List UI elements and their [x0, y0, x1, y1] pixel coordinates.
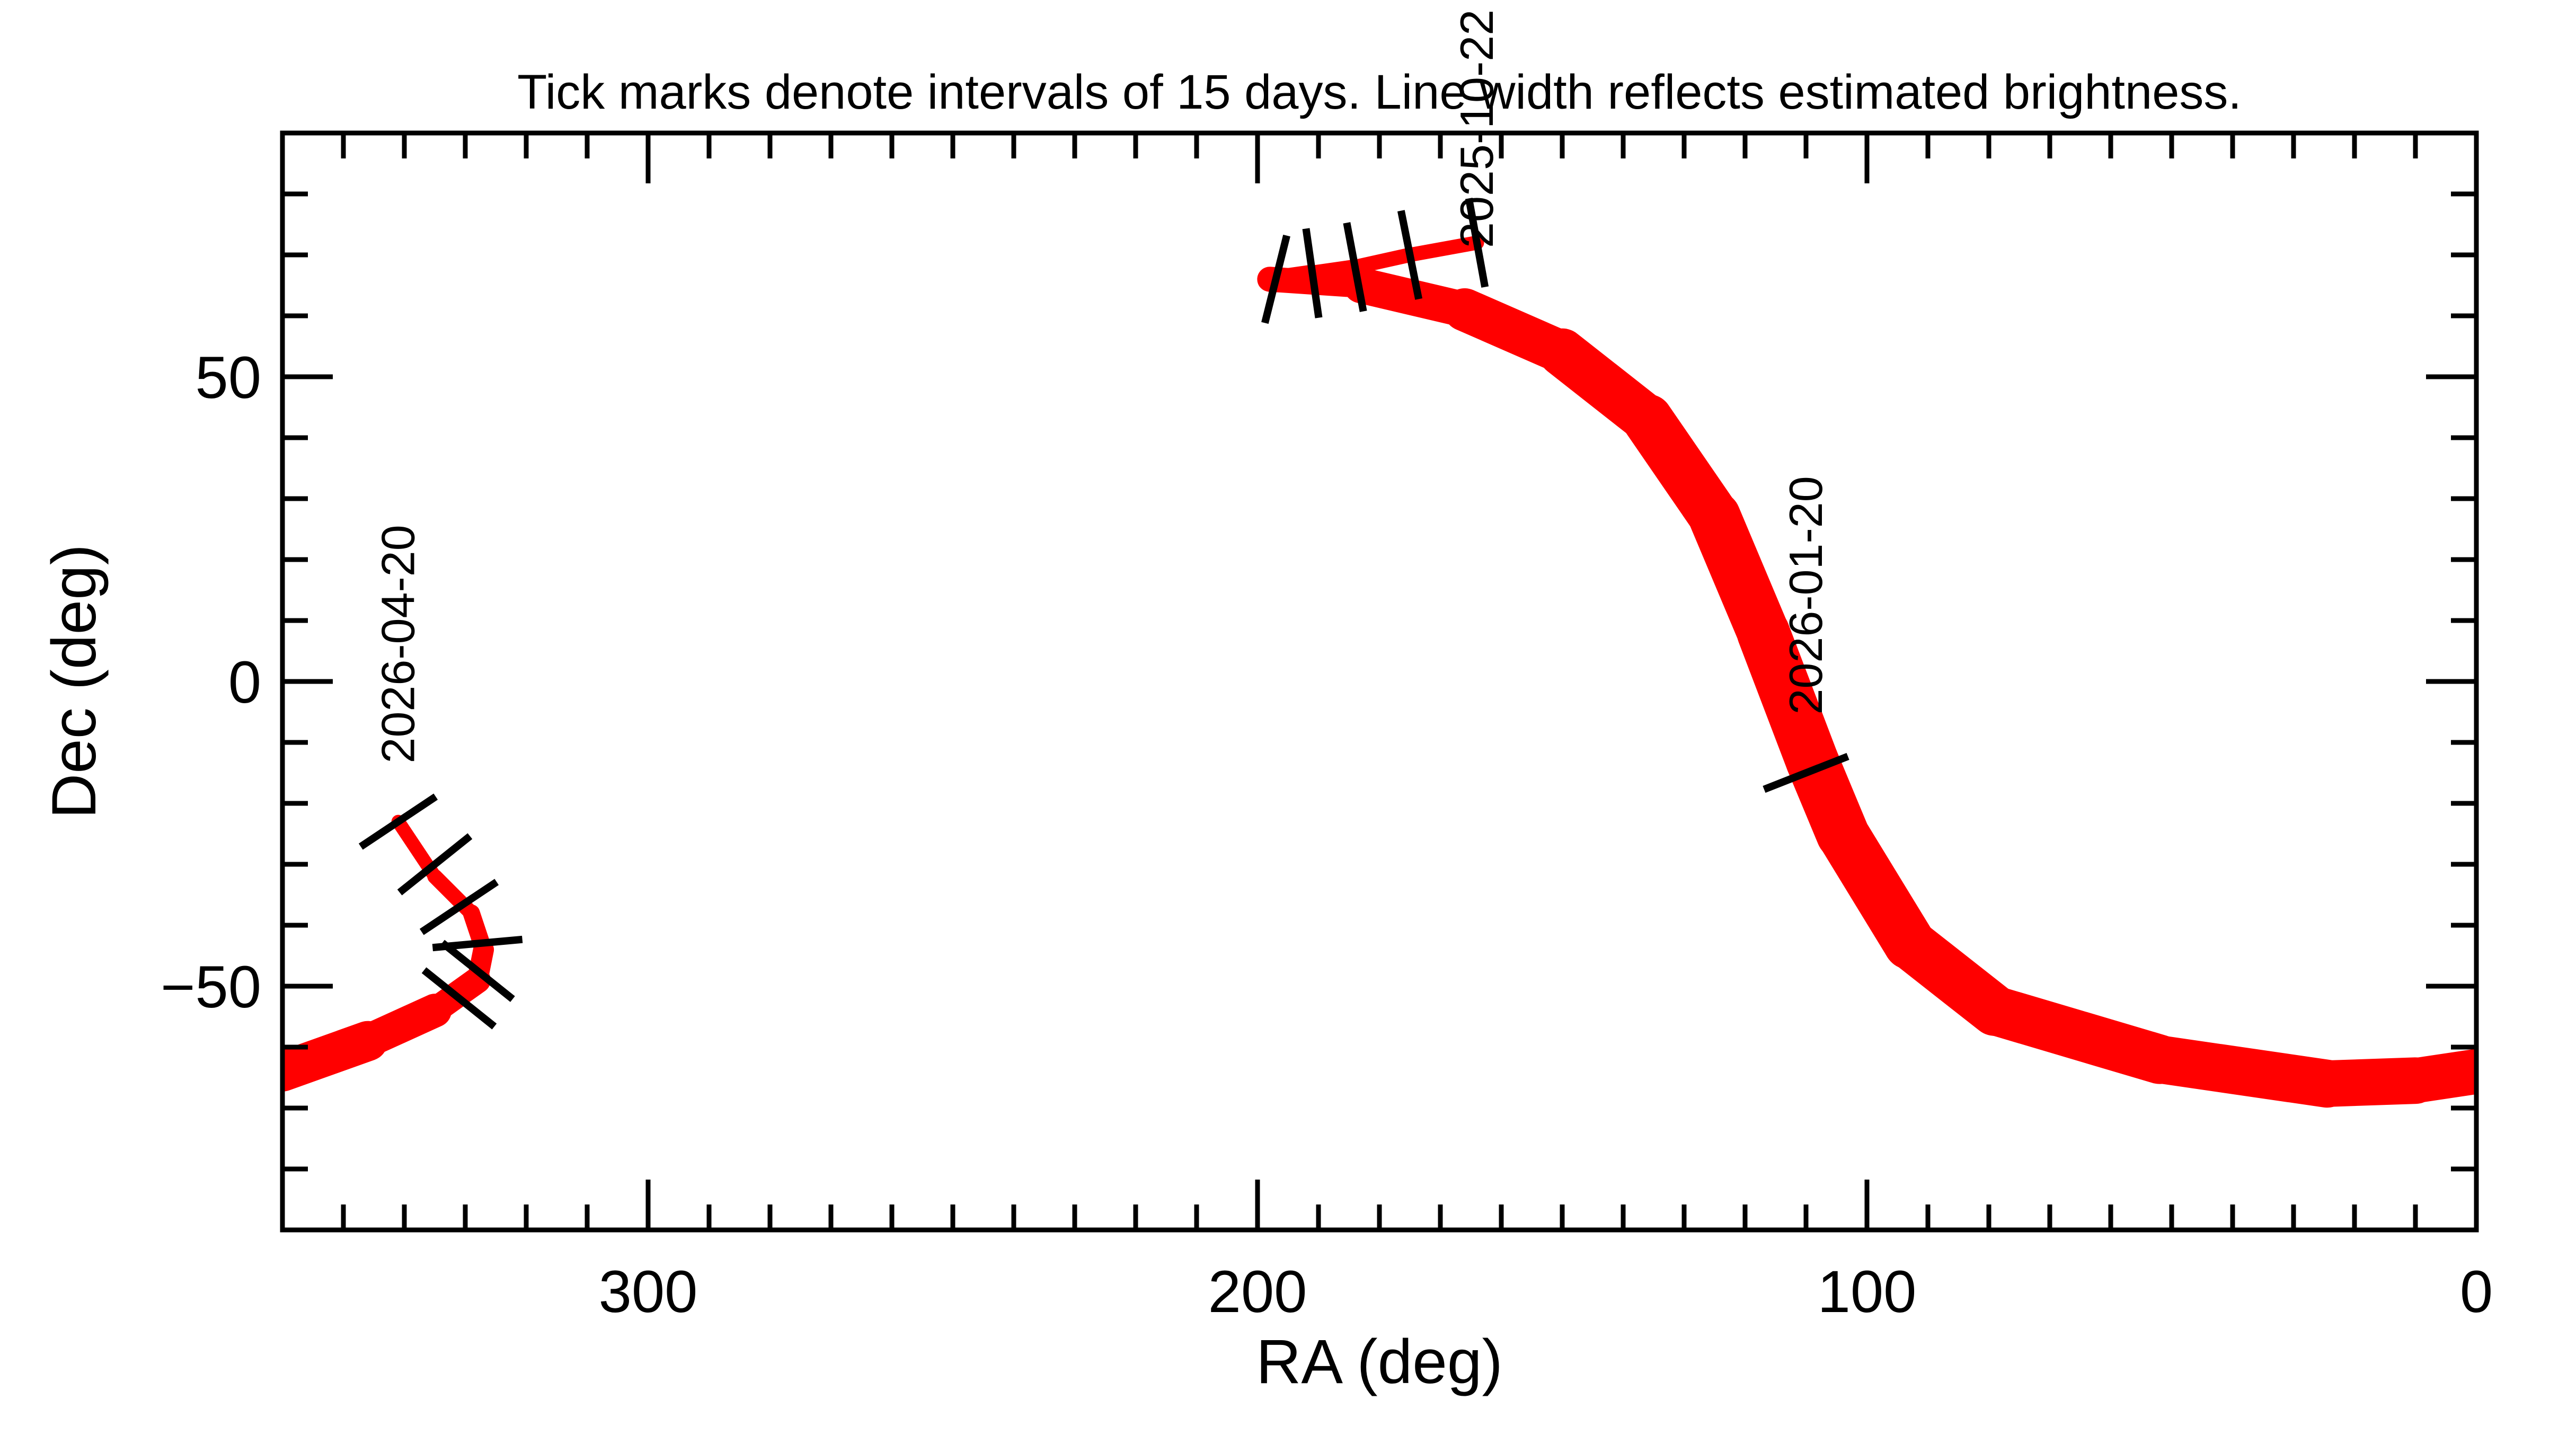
date-labels: 2025-10-22 2026-01-20 2026-04-20	[372, 10, 1833, 764]
interval-tick-mark	[1343, 222, 1367, 312]
chart-title: Tick marks denote intervals of 15 days. …	[517, 65, 2242, 119]
interval-tick-mark	[1763, 752, 1849, 793]
track-segment	[2135, 1035, 2351, 1108]
x-tick-label: 0	[2460, 1259, 2493, 1325]
interval-tick-mark	[432, 935, 523, 952]
x-tick-label: 300	[599, 1259, 698, 1325]
y-axis-label: Dec (deg)	[39, 544, 109, 819]
interval-tick-mark	[397, 833, 473, 896]
interval-tick-marks	[358, 198, 1849, 1030]
date-label: 2026-04-20	[372, 525, 424, 763]
track-segment	[1403, 235, 1484, 262]
track-segment	[1348, 247, 1418, 274]
date-label: 2026-01-20	[1780, 476, 1832, 714]
date-label: 2025-10-22	[1450, 10, 1503, 248]
x-axis-label: RA (deg)	[1256, 1327, 1503, 1397]
track-segment	[2393, 1049, 2476, 1103]
y-tick-label: −50	[161, 954, 261, 1020]
x-tick-label: 200	[1208, 1259, 1307, 1325]
interval-tick-mark	[1397, 210, 1423, 300]
interval-tick-mark	[358, 793, 438, 850]
y-tick-label: 50	[195, 344, 261, 411]
interval-tick-mark	[440, 940, 515, 1002]
y-tick-label: 0	[228, 649, 261, 715]
comet-track	[282, 235, 2476, 1108]
interval-tick-mark	[1465, 198, 1489, 288]
axes: 300 200 100 0 50 0 −50	[161, 130, 2493, 1325]
x-tick-label: 100	[1818, 1259, 1917, 1325]
interval-tick-mark	[421, 967, 497, 1030]
interval-tick-mark	[1302, 228, 1323, 318]
interval-tick-mark	[1261, 234, 1290, 324]
interval-tick-mark	[419, 879, 499, 935]
track-segment	[1970, 986, 2184, 1084]
